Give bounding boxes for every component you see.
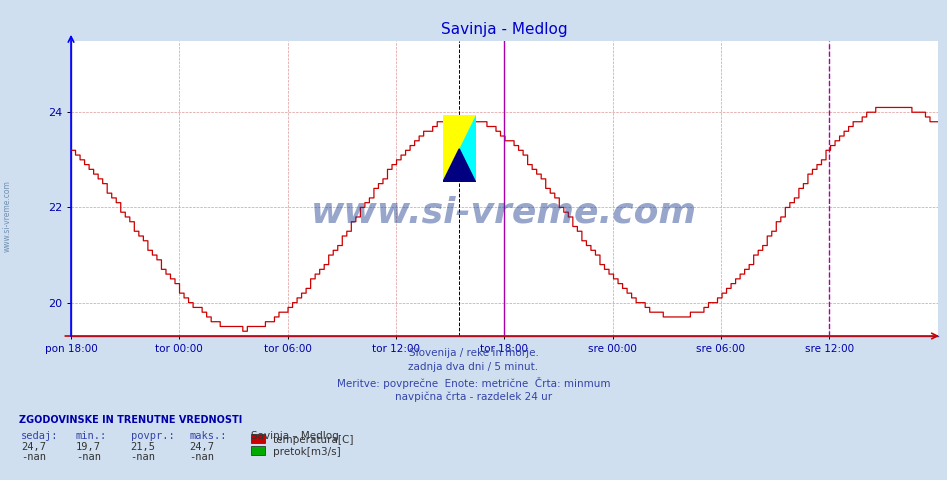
Text: 24,7: 24,7 bbox=[189, 442, 214, 452]
Text: navpična črta - razdelek 24 ur: navpična črta - razdelek 24 ur bbox=[395, 391, 552, 402]
Text: zadnja dva dni / 5 minut.: zadnja dva dni / 5 minut. bbox=[408, 362, 539, 372]
Text: -nan: -nan bbox=[131, 452, 155, 462]
Polygon shape bbox=[442, 149, 475, 182]
Text: 24,7: 24,7 bbox=[21, 442, 45, 452]
Text: 19,7: 19,7 bbox=[76, 442, 100, 452]
Text: temperatura[C]: temperatura[C] bbox=[273, 435, 354, 444]
Text: povpr.:: povpr.: bbox=[131, 431, 174, 441]
Text: pretok[m3/s]: pretok[m3/s] bbox=[273, 447, 341, 456]
Text: Slovenija / reke in morje.: Slovenija / reke in morje. bbox=[408, 348, 539, 358]
Title: Savinja - Medlog: Savinja - Medlog bbox=[441, 22, 567, 37]
Text: maks.:: maks.: bbox=[189, 431, 227, 441]
Polygon shape bbox=[442, 115, 475, 182]
Text: -nan: -nan bbox=[76, 452, 100, 462]
Text: -nan: -nan bbox=[21, 452, 45, 462]
Text: www.si-vreme.com: www.si-vreme.com bbox=[3, 180, 12, 252]
Text: 21,5: 21,5 bbox=[131, 442, 155, 452]
Text: www.si-vreme.com: www.si-vreme.com bbox=[312, 195, 697, 229]
Polygon shape bbox=[442, 115, 475, 182]
Text: ZGODOVINSKE IN TRENUTNE VREDNOSTI: ZGODOVINSKE IN TRENUTNE VREDNOSTI bbox=[19, 415, 242, 425]
Text: Savinja – Medlog: Savinja – Medlog bbox=[251, 431, 339, 441]
Text: sedaj:: sedaj: bbox=[21, 431, 59, 441]
Text: min.:: min.: bbox=[76, 431, 107, 441]
Text: Meritve: povprečne  Enote: metrične  Črta: minmum: Meritve: povprečne Enote: metrične Črta:… bbox=[337, 377, 610, 389]
Text: -nan: -nan bbox=[189, 452, 214, 462]
